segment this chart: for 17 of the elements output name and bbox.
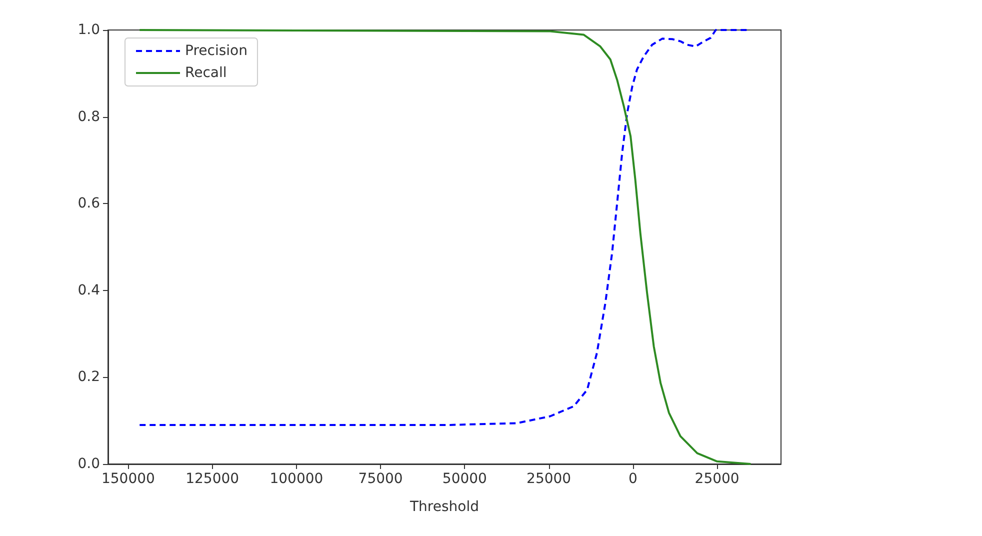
- x-tick-label: 0: [628, 471, 638, 487]
- x-tick-label: 150000: [101, 471, 155, 487]
- x-tick-label: 25000: [526, 471, 572, 487]
- x-tick-label: 75000: [358, 471, 403, 487]
- y-tick-label: 0.2: [78, 369, 100, 386]
- x-tick-label: 25000: [694, 471, 740, 487]
- legend-label: Recall: [185, 65, 227, 81]
- x-axis-title: Threshold: [409, 499, 479, 515]
- y-tick-label: 0.0: [78, 456, 100, 472]
- y-tick-label: 0.6: [78, 196, 100, 212]
- x-tick-label: 50000: [442, 471, 487, 487]
- x-tick-label: 100000: [270, 471, 324, 487]
- y-tick-label: 1.0: [78, 22, 100, 38]
- y-tick-label: 0.8: [78, 108, 100, 125]
- y-tick-label: 0.4: [78, 282, 100, 298]
- x-tick-label: 125000: [186, 471, 240, 487]
- legend-label: Precision: [185, 43, 248, 59]
